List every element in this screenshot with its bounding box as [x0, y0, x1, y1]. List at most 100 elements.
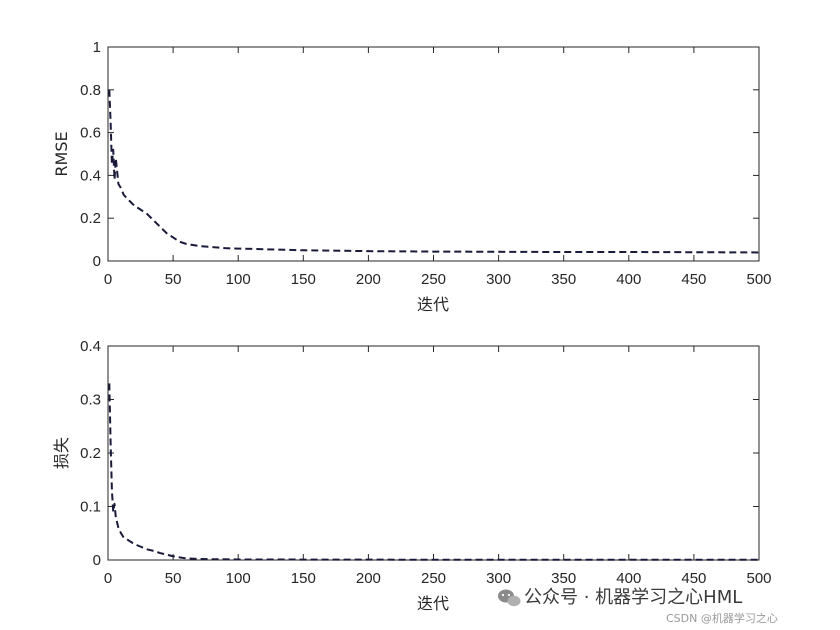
loss-y-tick-label: 0.2: [80, 445, 101, 462]
loss-y-tick-label: 0: [93, 552, 101, 569]
loss-data-point: [118, 527, 119, 528]
rmse-data-point: [264, 249, 265, 250]
rmse-data-point: [693, 252, 694, 253]
loss-data-point: [123, 537, 124, 538]
loss-series: [108, 383, 759, 561]
loss-x-tick-label: 400: [616, 570, 641, 587]
rmse-data-point: [498, 251, 499, 252]
rmse-plot: 0 50 100 150 200 250 300 350 400 450 500 0 0.2 0.4 0.…: [52, 39, 772, 314]
rmse-data-point: [123, 194, 124, 195]
rmse-data-point: [111, 164, 112, 165]
loss-data-point: [146, 549, 147, 550]
loss-data-point: [368, 559, 369, 560]
loss-data-point: [153, 550, 154, 551]
rmse-data-point: [179, 241, 180, 242]
rmse-x-tick-label: 350: [551, 271, 576, 288]
rmse-y-ticks: 0 0.2 0.4 0.6 0.8 1: [80, 39, 759, 270]
rmse-data-point: [368, 251, 369, 252]
rmse-x-tick-label: 150: [291, 271, 316, 288]
loss-y-tick-label: 0.3: [80, 392, 101, 409]
rmse-data-point: [199, 245, 200, 246]
loss-x-tick-label: 300: [486, 570, 511, 587]
loss-x-tick-label: 0: [104, 570, 112, 587]
rmse-data-point: [109, 89, 110, 90]
rmse-x-tick-label: 500: [746, 271, 771, 288]
rmse-x-tick-label: 400: [616, 271, 641, 288]
loss-series-line: [108, 383, 759, 561]
rmse-data-point: [140, 209, 141, 210]
loss-data-point: [498, 559, 499, 560]
loss-data-point: [199, 558, 200, 559]
rmse-data-point: [303, 250, 304, 251]
rmse-data-point: [166, 233, 167, 234]
rmse-data-point: [114, 179, 115, 180]
rmse-y-tick-label: 0.4: [80, 167, 101, 184]
rmse-x-tick-label: 0: [104, 271, 112, 288]
loss-x-tick-label: 250: [421, 570, 446, 587]
rmse-data-point: [118, 183, 119, 184]
loss-data-point: [120, 533, 121, 534]
rmse-x-tick-label: 200: [356, 271, 381, 288]
rmse-data-point: [153, 220, 154, 221]
rmse-y-axis-label: RMSE: [52, 131, 71, 176]
loss-data-point: [166, 554, 167, 555]
rmse-y-tick-label: 0: [93, 253, 101, 270]
loss-data-point: [628, 559, 629, 560]
rmse-series-line: [108, 89, 760, 254]
loss-plot-frame: [107, 345, 760, 561]
loss-data-point: [110, 442, 111, 443]
loss-x-tick-label: 100: [226, 570, 251, 587]
rmse-data-point: [186, 243, 187, 244]
rmse-x-ticks: 0 50 100 150 200 250 300 350 400 450 500: [104, 47, 772, 288]
loss-data-point: [114, 503, 115, 504]
rmse-data-point: [212, 246, 213, 247]
wechat-icon: [498, 589, 521, 607]
loss-data-point: [758, 559, 759, 560]
rmse-y-tick-label: 0.6: [80, 125, 101, 142]
rmse-data-point: [127, 198, 128, 199]
rmse-data-point: [628, 251, 629, 252]
rmse-data-point: [563, 251, 564, 252]
loss-x-ticks: 0 50 100 150 200 250 300 350 400 450 500: [104, 346, 772, 587]
rmse-x-tick-label: 450: [681, 271, 706, 288]
rmse-x-tick-label: 100: [226, 271, 251, 288]
loss-x-tick-label: 200: [356, 570, 381, 587]
loss-data-point: [238, 559, 239, 560]
loss-data-point: [303, 559, 304, 560]
loss-data-point: [159, 552, 160, 553]
loss-x-tick-label: 150: [291, 570, 316, 587]
rmse-data-point: [117, 171, 118, 172]
loss-x-tick-label: 50: [165, 570, 182, 587]
loss-plot: 0 50 100 150 200 250 300 350 400 450 500 0 0.1 0.2 0.…: [52, 338, 772, 613]
rmse-data-point: [225, 248, 226, 249]
loss-data-point: [117, 522, 118, 523]
loss-y-tick-label: 0.1: [80, 499, 101, 516]
loss-data-point: [186, 558, 187, 559]
rmse-series: [108, 89, 760, 254]
rmse-y-tick-label: 0.2: [80, 210, 101, 227]
rmse-data-point: [146, 213, 147, 214]
loss-x-tick-label: 450: [681, 570, 706, 587]
loss-data-point: [127, 539, 128, 540]
loss-y-axis-label: 损失: [52, 437, 71, 469]
loss-data-point: [212, 559, 213, 560]
loss-x-axis-label: 迭代: [417, 594, 449, 613]
loss-data-point: [109, 383, 110, 384]
loss-data-point: [140, 546, 141, 547]
loss-x-tick-label: 500: [746, 570, 771, 587]
loss-data-point: [115, 517, 116, 518]
loss-y-tick-label: 0.4: [80, 338, 101, 355]
rmse-x-tick-label: 300: [486, 271, 511, 288]
rmse-data-point: [133, 205, 134, 206]
loss-x-tick-label: 350: [551, 570, 576, 587]
rmse-data-point: [120, 188, 121, 189]
rmse-data-point: [110, 121, 111, 122]
rmse-x-axis-label: 迭代: [417, 295, 449, 314]
loss-data-point: [111, 490, 112, 491]
loss-data-point: [173, 556, 174, 557]
rmse-data-point: [113, 149, 114, 150]
rmse-data-point: [433, 251, 434, 252]
rmse-data-point: [758, 252, 759, 253]
rmse-data-point: [159, 226, 160, 227]
